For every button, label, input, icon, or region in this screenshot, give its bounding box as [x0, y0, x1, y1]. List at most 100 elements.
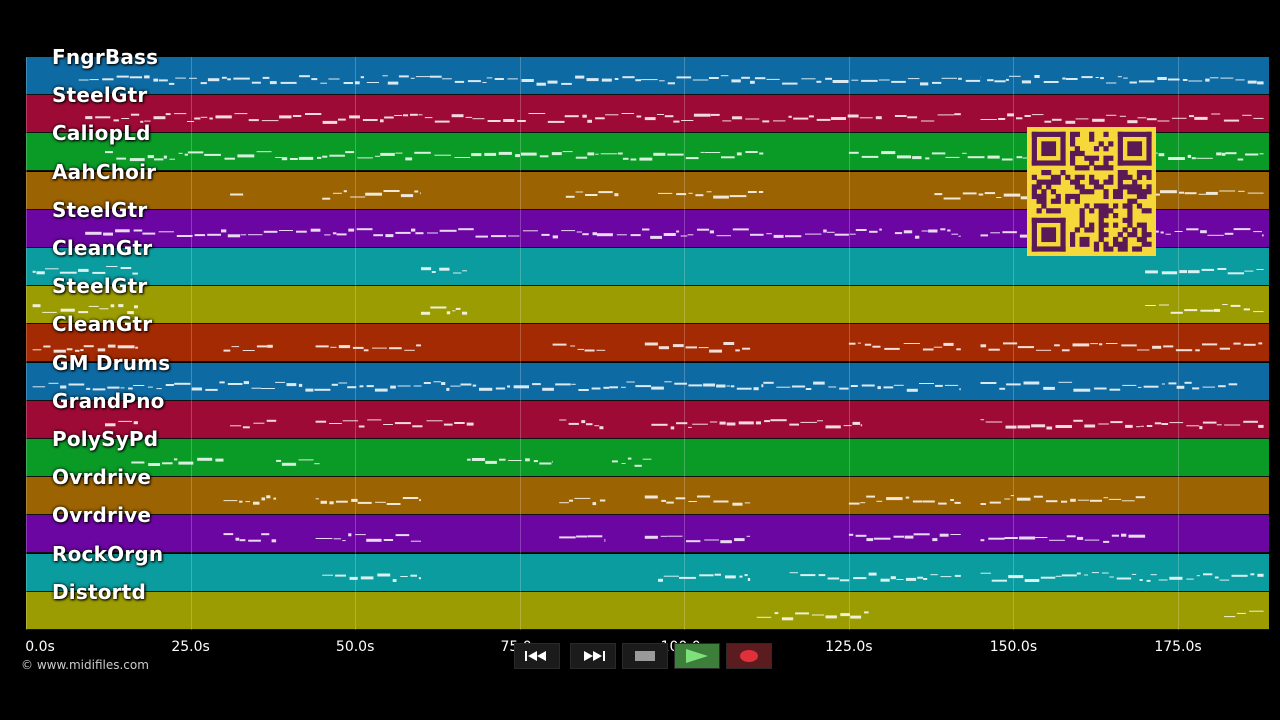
note [373, 233, 383, 236]
track-lane[interactable] [26, 439, 1269, 477]
note [732, 502, 743, 506]
note [1168, 381, 1177, 384]
note [1247, 192, 1264, 194]
note [382, 75, 388, 77]
note [253, 501, 260, 505]
stop-button[interactable] [622, 643, 668, 669]
note [242, 350, 255, 352]
note [667, 536, 683, 538]
track-lane[interactable] [26, 324, 1269, 363]
note [522, 230, 538, 232]
note [329, 501, 334, 505]
note [1135, 496, 1146, 499]
note [103, 232, 113, 236]
note [261, 497, 266, 501]
note [380, 119, 384, 123]
note [105, 423, 116, 427]
note [245, 501, 250, 503]
note [604, 539, 606, 543]
note [471, 153, 482, 157]
note [912, 500, 923, 503]
note [666, 501, 674, 504]
note [587, 535, 603, 538]
note-strip [223, 533, 1146, 544]
note [1161, 422, 1169, 425]
note [876, 500, 883, 502]
note [345, 151, 355, 154]
note [536, 82, 546, 86]
note [679, 576, 696, 579]
note [248, 233, 263, 235]
note [1249, 610, 1264, 612]
note [676, 421, 688, 424]
note [990, 232, 1000, 234]
note [410, 574, 417, 577]
track-lane[interactable] [26, 591, 1269, 630]
note [699, 573, 714, 576]
note [130, 113, 140, 116]
note [384, 116, 394, 119]
note [586, 78, 599, 82]
note [736, 387, 752, 390]
note [732, 228, 749, 231]
note [1017, 346, 1034, 349]
note [1001, 158, 1013, 161]
note [175, 77, 186, 79]
note [848, 152, 859, 155]
note [458, 227, 474, 230]
note [1187, 155, 1192, 159]
track-lane[interactable] [26, 57, 1269, 95]
note [935, 384, 943, 387]
note [1045, 500, 1058, 503]
note [412, 425, 423, 428]
note [713, 195, 729, 199]
note [392, 578, 397, 582]
note [1244, 270, 1254, 272]
note [872, 346, 881, 349]
note [667, 153, 684, 156]
note [956, 348, 961, 351]
track-lane[interactable] [26, 515, 1269, 554]
note [984, 191, 996, 194]
note [116, 157, 126, 160]
note [1031, 424, 1046, 428]
play-button[interactable] [674, 643, 720, 669]
track-lane[interactable] [26, 553, 1269, 592]
note [118, 304, 124, 308]
note [1062, 77, 1066, 80]
note [1259, 153, 1264, 155]
note [1103, 497, 1109, 499]
note [395, 534, 410, 537]
note [1217, 268, 1227, 270]
note [891, 80, 906, 83]
note [811, 614, 825, 616]
note [276, 459, 282, 462]
note [45, 268, 59, 270]
note [758, 190, 764, 193]
rewind-button[interactable] [514, 643, 560, 669]
note [78, 268, 89, 272]
note [770, 418, 787, 421]
note [577, 349, 584, 351]
note [400, 575, 408, 577]
note [1021, 80, 1031, 84]
track-lane[interactable] [26, 95, 1269, 134]
track-lane[interactable] [26, 477, 1269, 516]
note [1233, 227, 1251, 230]
note [513, 384, 529, 388]
note [266, 495, 271, 499]
note [451, 114, 464, 118]
note [1019, 536, 1036, 540]
fast-forward-icon [584, 651, 605, 661]
track-lane[interactable] [26, 286, 1269, 325]
fast-forward-button[interactable] [570, 643, 616, 669]
note [349, 115, 360, 119]
note [1108, 499, 1122, 501]
track-lane[interactable] [26, 362, 1269, 401]
note [1253, 230, 1262, 232]
record-button[interactable] [726, 643, 772, 669]
note [1034, 75, 1040, 78]
note [156, 387, 162, 389]
note [661, 500, 666, 503]
track-lane[interactable] [26, 400, 1269, 439]
